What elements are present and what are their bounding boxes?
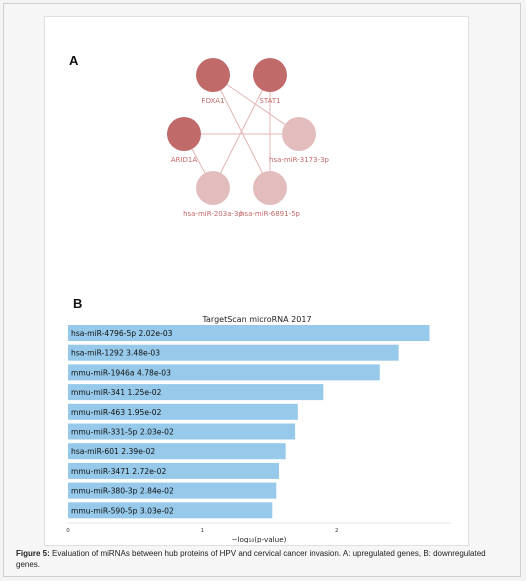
x-tick-label: 1: [201, 528, 205, 534]
chart-bar: [68, 364, 380, 381]
network-node-label: hsa-miR-6891-5p: [240, 210, 301, 217]
chart-bar: [68, 423, 296, 440]
x-tick-label: 2: [335, 528, 339, 534]
chart-title: TargetScan microRNA 2017: [201, 315, 311, 324]
bar-label: hsa-miR-1292 3.48e-03: [71, 349, 160, 358]
network-edge: [212, 74, 271, 189]
network-edge: [212, 74, 300, 135]
chart-bar: [68, 482, 277, 499]
network-node: [196, 171, 230, 205]
bar-label: mmu-miR-1946a 4.78e-03: [71, 368, 171, 377]
network-node: [167, 117, 201, 151]
network-node: [253, 171, 287, 205]
caption-prefix: Figure 5:: [16, 549, 50, 558]
chart-bar: [68, 443, 286, 460]
figure-panel: A FOXA1 STAT1 ARID1A hsa-miR-3173-3p hsa-miR…: [44, 16, 469, 546]
network-node: [196, 58, 230, 92]
x-axis-label: −log₁₀(p-value): [232, 535, 287, 543]
panel-a-label: A: [69, 53, 79, 68]
bar-label: hsa-miR-601 2.39e-02: [71, 447, 155, 456]
bar-label: mmu-miR-590-5p 3.03e-02: [71, 506, 174, 515]
caption-text: Evaluation of miRNAs between hub protein…: [16, 549, 486, 569]
chart-bar: [68, 502, 273, 519]
x-tick-label: 0: [66, 528, 70, 534]
bar-label: hsa-miR-4796-5p 2.02e-03: [71, 329, 173, 338]
bar-label: mmu-miR-331-5p 2.03e-02: [71, 428, 174, 437]
chart-bar: [68, 403, 298, 420]
network-node-label: hsa-miR-203a-3p: [183, 210, 243, 217]
chart-bar: [68, 462, 279, 479]
network-node-label: ARID1A: [171, 156, 198, 164]
mirna-network-diagram: FOXA1 STAT1 ARID1A hsa-miR-3173-3p hsa-miR-2…: [167, 58, 330, 217]
chart-bar: [68, 384, 324, 401]
bar-label: mmu-miR-463 1.95e-02: [71, 408, 162, 417]
network-node-label: FOXA1: [201, 97, 224, 105]
targetscan-bar-chart: TargetScan microRNA 2017 hsa-miR-4796-5p …: [66, 315, 451, 543]
network-node: [253, 58, 287, 92]
bar-label: mmu-miR-341 1.25e-02: [71, 388, 162, 397]
bar-label: mmu-miR-380-3p 2.84e-02: [71, 487, 174, 496]
network-node-label: STAT1: [259, 97, 280, 105]
network-node: [282, 117, 316, 151]
chart-bar: [68, 325, 430, 341]
chart-bar: [68, 344, 399, 361]
network-node-label: hsa-miR-3173-3p: [269, 156, 330, 164]
bar-label: mmu-miR-3471 2.72e-02: [71, 467, 166, 476]
figure-caption: Figure 5: Evaluation of miRNAs between h…: [16, 548, 511, 570]
panel-b-label: B: [73, 296, 83, 311]
